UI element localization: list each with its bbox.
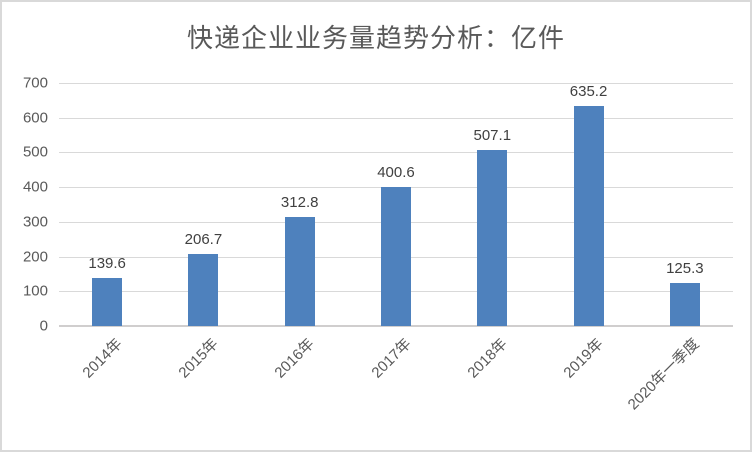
bar-2020年一季度 [669,282,700,326]
bar-value-label: 635.2 [569,82,608,100]
y-axis-tick-label: 200 [22,248,48,266]
bar-2019年 [573,105,604,326]
chart-title: 快递企业业务量趋势分析：亿件 [186,23,565,53]
x-axis-category-label: 2018年 [464,335,511,382]
gridline [59,117,733,119]
bar-value-label: 400.6 [377,163,415,181]
y-axis-tick-label: 600 [22,109,48,127]
bar-2016年 [284,217,315,326]
x-axis-category-label: 2019年 [560,335,607,382]
bar-value-label: 139.6 [88,254,126,272]
gridline [59,152,733,154]
bar-value-label: 206.7 [184,231,223,249]
x-axis-category-label: 2014年 [79,335,126,382]
bar-2017年 [381,186,411,326]
x-axis-category-label: 2016年 [271,335,319,382]
bar-2014年 [92,277,123,326]
bar-value-label: 312.8 [280,194,319,212]
bar-value-label: 125.3 [666,259,704,277]
y-axis-tick-label: 100 [22,282,48,300]
y-axis-tick-label: 0 [39,317,48,335]
gridline [59,83,733,84]
plot-area: 139.6 206.7 312.8 400.6 507.1 635.2 125.3 [59,82,733,327]
x-axis-line [59,325,733,327]
x-axis-category-label: 2020年一季度 [625,335,704,414]
y-axis-tick-label: 400 [22,178,48,196]
bar-value-label: 507.1 [473,126,512,144]
y-axis-tick-label: 700 [22,74,48,92]
bar-2018年 [477,149,508,326]
bar-2015年 [188,254,219,326]
x-axis-category-label: 2015年 [175,335,222,382]
x-axis-category-label: 2017年 [368,335,415,382]
y-axis-tick-label: 300 [22,213,48,231]
y-axis-tick-label: 500 [22,143,48,161]
